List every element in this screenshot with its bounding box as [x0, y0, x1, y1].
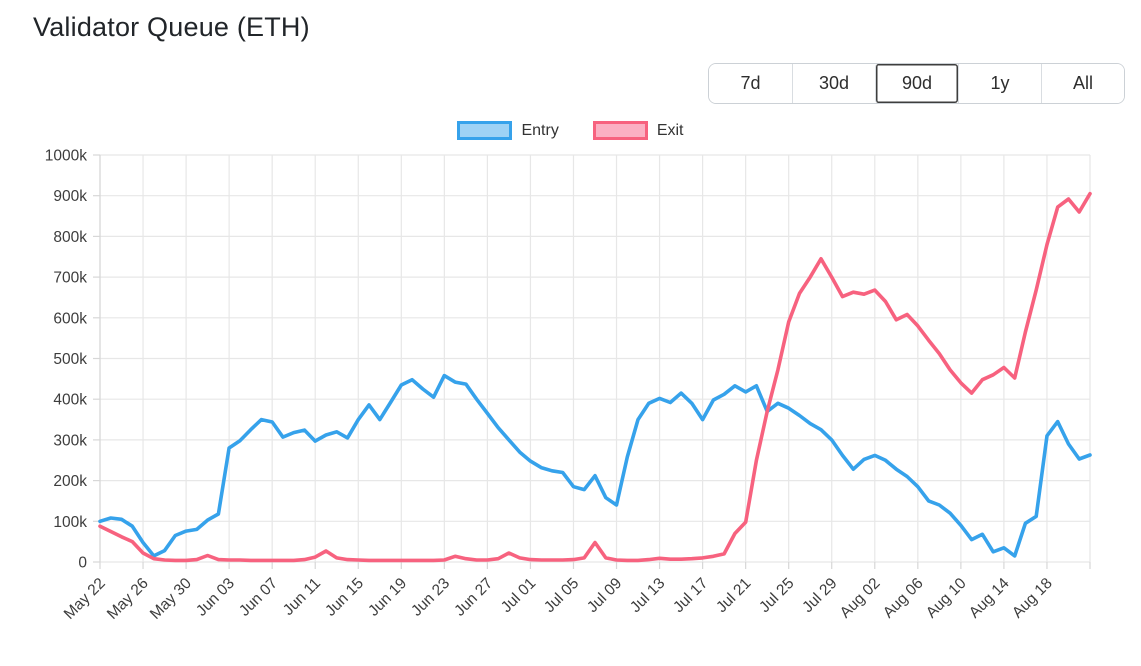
svg-text:May 22: May 22: [61, 575, 109, 623]
range-button-90d[interactable]: 90d: [875, 64, 958, 103]
svg-text:Jul 21: Jul 21: [713, 575, 754, 616]
exit-legend-swatch: [592, 121, 648, 140]
svg-text:600k: 600k: [53, 310, 87, 327]
svg-text:0: 0: [78, 555, 87, 572]
svg-text:500k: 500k: [53, 351, 87, 368]
svg-text:700k: 700k: [53, 270, 87, 287]
range-button-30d[interactable]: 30d: [792, 64, 875, 103]
svg-text:100k: 100k: [53, 514, 87, 531]
svg-text:Aug 02: Aug 02: [837, 575, 884, 622]
svg-text:Jun 19: Jun 19: [365, 575, 410, 620]
chart-legend: Entry Exit: [0, 121, 1141, 140]
svg-text:Aug 06: Aug 06: [880, 575, 927, 622]
svg-text:Jun 27: Jun 27: [451, 575, 496, 620]
svg-text:1000k: 1000k: [45, 148, 87, 165]
exit-line: [98, 191, 1092, 563]
svg-text:Jun 23: Jun 23: [408, 575, 453, 620]
svg-text:300k: 300k: [53, 432, 87, 449]
svg-text:May 26: May 26: [104, 575, 152, 623]
entry-legend-swatch: [457, 121, 513, 140]
svg-text:Jul 29: Jul 29: [799, 575, 840, 616]
svg-text:Jul 25: Jul 25: [756, 575, 797, 616]
page-title: Validator Queue (ETH): [33, 12, 310, 42]
svg-text:Aug 10: Aug 10: [923, 575, 970, 622]
svg-text:May 30: May 30: [147, 575, 195, 623]
svg-text:Jul 13: Jul 13: [627, 575, 668, 616]
entry-line: [98, 373, 1092, 558]
svg-text:Jun 03: Jun 03: [193, 575, 238, 620]
svg-text:Aug 18: Aug 18: [1009, 575, 1056, 622]
svg-text:Jul 01: Jul 01: [498, 575, 539, 616]
svg-text:Jul 17: Jul 17: [670, 575, 711, 616]
axis-ticks: [93, 154, 1091, 569]
legend-item-entry[interactable]: Entry: [457, 121, 559, 140]
svg-text:900k: 900k: [53, 188, 87, 205]
legend-item-exit[interactable]: Exit: [592, 121, 684, 140]
svg-text:Jul 09: Jul 09: [584, 575, 625, 616]
svg-text:200k: 200k: [53, 473, 87, 490]
svg-text:Jun 15: Jun 15: [322, 575, 367, 620]
svg-text:400k: 400k: [53, 392, 87, 409]
svg-text:Jun 07: Jun 07: [236, 575, 281, 620]
range-button-all[interactable]: All: [1041, 64, 1124, 103]
y-axis-labels: 0 100k 200k 300k 400k 500k 600k 700k 800k 900k 100…: [45, 148, 88, 572]
svg-text:Aug 14: Aug 14: [966, 575, 1013, 622]
range-button-7d[interactable]: 7d: [709, 64, 792, 103]
time-range-selector: 7d 30d 90d 1y All: [708, 63, 1125, 104]
svg-text:Jun 11: Jun 11: [280, 575, 324, 619]
gridlines: [99, 154, 1091, 563]
range-button-1y[interactable]: 1y: [958, 64, 1041, 103]
svg-text:800k: 800k: [53, 229, 87, 246]
exit-legend-label: Exit: [656, 121, 684, 139]
entry-legend-label: Entry: [521, 121, 559, 139]
svg-text:Jul 05: Jul 05: [541, 575, 582, 616]
